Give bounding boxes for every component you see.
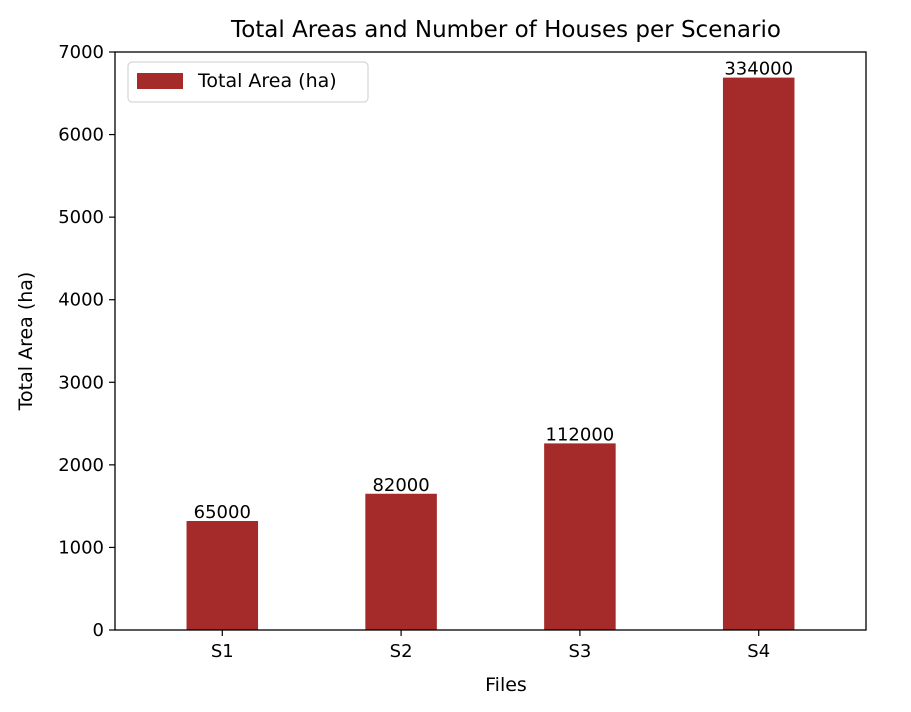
bar-labels-layer: 65000 82000 112000 334000 <box>194 59 793 523</box>
bar-value-label: 65000 <box>194 502 251 523</box>
bar-value-label: 334000 <box>724 59 793 80</box>
x-axis-label: Files <box>485 674 527 696</box>
x-tick-label: S3 <box>568 641 591 662</box>
y-tick-label: 7000 <box>58 42 104 63</box>
y-tick-label: 3000 <box>58 372 104 393</box>
bar-s3 <box>544 443 616 630</box>
plot-frame <box>114 51 867 631</box>
bar-value-label: 112000 <box>546 424 615 445</box>
legend-box <box>127 61 369 103</box>
y-tick-label: 0 <box>93 620 104 641</box>
y-tick-label: 6000 <box>58 125 104 146</box>
y-tick-label: 2000 <box>58 455 104 476</box>
x-tick-label: S4 <box>747 641 770 662</box>
x-axis: S1 S2 S3 S4 <box>211 630 770 662</box>
y-tick-label: 1000 <box>58 537 104 558</box>
y-axis: 0 1000 2000 3000 4000 5000 6000 7000 <box>58 42 115 641</box>
bar-s2 <box>365 493 437 630</box>
y-tick-label: 5000 <box>58 207 104 228</box>
chart-title: Total Areas and Number of Houses per Sce… <box>230 17 781 43</box>
bar-value-label: 82000 <box>372 475 429 496</box>
legend-swatch <box>137 73 183 89</box>
legend: Total Area (ha) <box>127 61 369 103</box>
bar-s4 <box>722 77 795 630</box>
x-tick-label: S1 <box>211 641 234 662</box>
y-axis-label: Total Area (ha) <box>15 272 37 412</box>
x-tick-label: S2 <box>390 641 413 662</box>
bar-s1 <box>186 521 259 630</box>
y-tick-label: 4000 <box>58 290 104 311</box>
bars-layer <box>186 77 795 630</box>
legend-label: Total Area (ha) <box>197 70 337 92</box>
